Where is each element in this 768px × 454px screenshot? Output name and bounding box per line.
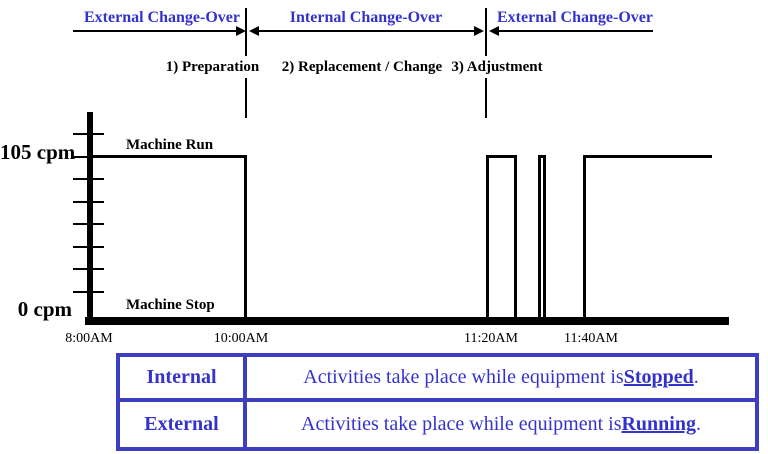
y-min-label: 0 cpm	[17, 297, 72, 321]
legend-desc-internal: Activities take place while equipment is…	[247, 357, 755, 402]
step-label-replacement: 2) Replacement / Change	[281, 59, 443, 75]
arrowhead-left-icon	[489, 26, 499, 36]
step-label-adjustment: 3) Adjustment	[451, 59, 543, 75]
time-label-1000am: 10:00AM	[213, 331, 269, 346]
time-label-1120am: 11:20AM	[464, 331, 518, 346]
legend-desc-internal-text: Activities take place while equipment is	[303, 366, 624, 388]
phase-arrow-line-2	[259, 30, 475, 32]
phase-header-internal: Internal Change-Over	[289, 9, 443, 26]
phase-divider-line-1-lower	[245, 78, 247, 118]
y-axis-tick	[73, 246, 104, 248]
y-axis-tick	[73, 156, 104, 158]
phase-header-external-2: External Change-Over	[497, 9, 653, 26]
time-label-1140am: 11:40AM	[564, 331, 618, 346]
phase-header-external-1: External Change-Over	[84, 9, 240, 26]
signal-run-segment-1	[92, 155, 247, 320]
legend-term-external: External	[120, 402, 247, 447]
step-label-preparation: 1) Preparation	[165, 59, 260, 75]
legend-desc-internal-period: .	[693, 366, 699, 388]
signal-run-segment-2	[583, 155, 712, 320]
legend-desc-external-text: Activities take place while equipment is	[301, 413, 622, 435]
y-axis-tick	[73, 178, 104, 180]
machine-stop-label: Machine Stop	[126, 297, 215, 313]
legend-keyword-stopped: Stopped	[623, 366, 694, 388]
y-max-label: 105 cpm	[0, 140, 76, 164]
arrowhead-right-icon	[474, 26, 484, 36]
legend-desc-external-period: .	[695, 413, 701, 435]
phase-divider-line-2-upper	[485, 8, 487, 56]
y-axis-tick	[73, 291, 104, 293]
legend-keyword-running: Running	[621, 413, 696, 435]
phase-divider-line-1-upper	[245, 8, 247, 56]
y-axis-tick	[73, 223, 104, 225]
phase-divider-line-2-lower	[485, 78, 487, 118]
arrowhead-right-icon	[236, 26, 246, 36]
phase-arrow-line-3	[499, 30, 653, 32]
y-axis-tick	[73, 268, 104, 270]
time-label-800am: 8:00AM	[65, 331, 113, 346]
legend-table: Internal Activities take place while equ…	[116, 353, 759, 451]
y-axis-tick	[73, 201, 104, 203]
y-axis-line	[87, 112, 93, 325]
legend-term-internal: Internal	[120, 357, 247, 402]
signal-trial-pulse-1	[486, 155, 517, 320]
signal-trial-pulse-2	[538, 155, 546, 320]
legend-desc-external: Activities take place while equipment is…	[247, 402, 755, 447]
arrowhead-left-icon	[249, 26, 259, 36]
x-axis-line	[85, 317, 729, 325]
y-axis-tick	[73, 133, 104, 135]
machine-run-label: Machine Run	[126, 137, 214, 153]
phase-arrow-line-1	[73, 30, 237, 32]
